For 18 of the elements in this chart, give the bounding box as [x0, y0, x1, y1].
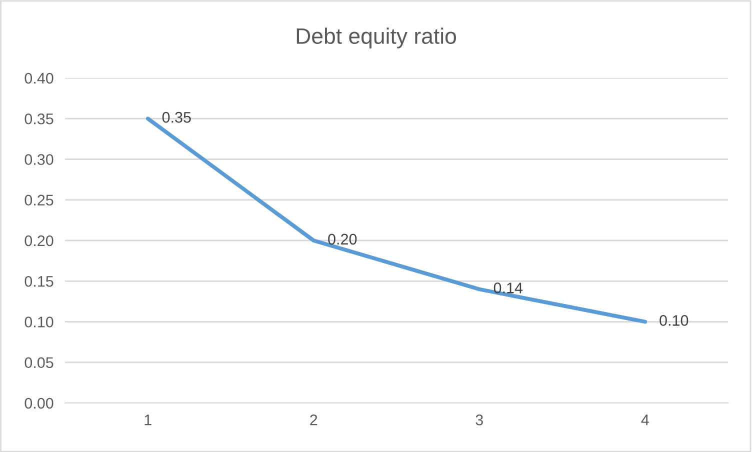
y-tick-label: 0.40: [24, 72, 54, 84]
y-tick-label: 0.20: [24, 235, 54, 246]
chart-title: Debt equity ratio: [296, 28, 456, 48]
y-tick-label: 0.05: [24, 357, 54, 368]
x-tick-label: 1: [144, 414, 152, 426]
y-tick-label: 0.15: [24, 276, 54, 287]
data-label: 0.20: [328, 234, 357, 245]
y-tick-label: 0.25: [24, 194, 54, 206]
y-tick-label: 0.00: [24, 398, 54, 409]
data-label: 0.10: [660, 315, 688, 326]
x-tick-label: 2: [310, 414, 318, 426]
y-tick-label: 0.30: [24, 154, 54, 165]
x-tick-label: 3: [476, 414, 483, 426]
y-tick-label: 0.10: [24, 316, 54, 328]
x-tick-label: 4: [641, 414, 649, 426]
data-label: 0.35: [162, 112, 191, 123]
data-label: 0.14: [494, 282, 523, 294]
y-tick-label: 0.35: [24, 113, 54, 124]
